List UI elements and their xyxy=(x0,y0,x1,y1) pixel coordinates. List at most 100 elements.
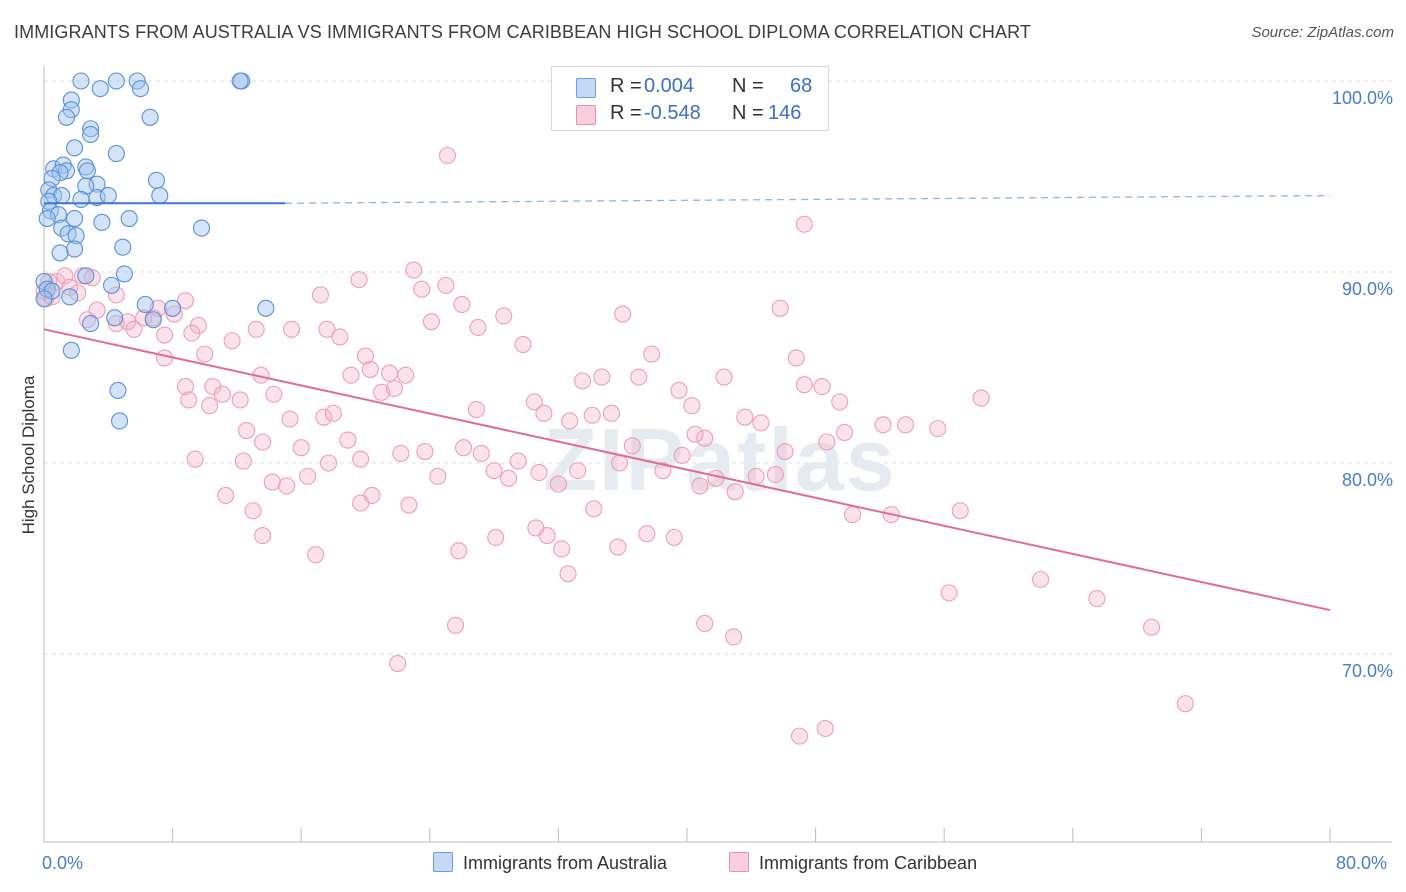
caribbean-point xyxy=(234,452,252,470)
caribbean-point xyxy=(472,444,490,463)
caribbean-point xyxy=(583,406,601,424)
caribbean-point xyxy=(400,496,418,514)
caribbean-point xyxy=(790,727,809,745)
caribbean-point xyxy=(254,527,272,545)
caribbean-point xyxy=(696,429,714,447)
australia-point xyxy=(257,299,275,317)
caribbean-point xyxy=(525,393,543,411)
australia-point xyxy=(106,309,124,327)
australia-point xyxy=(38,209,56,228)
caribbean-point xyxy=(405,261,423,279)
bottom-legend-label: Immigrants from Caribbean xyxy=(759,853,978,873)
caribbean-point xyxy=(686,425,704,443)
australia-point xyxy=(72,72,90,90)
caribbean-point xyxy=(244,502,262,520)
bottom-legend-australia: Immigrants from Australia xyxy=(433,852,667,874)
caribbean-point xyxy=(318,320,336,338)
australia-point xyxy=(77,177,95,195)
caribbean-point xyxy=(726,483,744,501)
watermark: ZIPatlas xyxy=(543,410,896,509)
caribbean-point xyxy=(413,280,431,298)
caribbean-point xyxy=(254,433,272,451)
caribbean-point xyxy=(467,400,485,419)
australia-point xyxy=(51,244,69,262)
caribbean-point xyxy=(125,320,143,338)
australia-point xyxy=(111,412,129,430)
caribbean-point xyxy=(342,366,360,384)
caribbean-point xyxy=(183,324,201,342)
australia-point xyxy=(107,145,125,163)
australia-point xyxy=(65,240,84,258)
caribbean-point xyxy=(553,540,571,558)
caribbean-point xyxy=(818,433,836,451)
caribbean-point xyxy=(771,299,789,317)
caribbean-point xyxy=(602,404,620,422)
y-tick-label: 70.0% xyxy=(1342,661,1393,681)
australia-point xyxy=(115,265,133,283)
caribbean-point xyxy=(715,368,733,386)
caribbean-point xyxy=(752,414,770,432)
australia-point xyxy=(61,288,79,306)
caribbean-point xyxy=(487,528,505,547)
caribbean-point xyxy=(381,364,399,382)
caribbean-point xyxy=(450,542,468,560)
caribbean-point xyxy=(83,269,101,287)
caribbean-point xyxy=(561,412,579,430)
caribbean-point xyxy=(339,431,357,449)
caribbean-point xyxy=(585,500,603,518)
caribbean-point xyxy=(165,305,183,323)
caribbean-point xyxy=(787,349,805,367)
caribbean-point xyxy=(535,404,553,422)
caribbean-point xyxy=(638,525,656,543)
caribbean-point xyxy=(292,439,310,457)
caribbean-point xyxy=(469,318,487,336)
caribbean-point xyxy=(350,271,368,289)
legend-r-value: -0.548 xyxy=(644,102,701,124)
legend-n-value: 146 xyxy=(768,102,802,124)
australia-point xyxy=(164,299,182,317)
caribbean-point xyxy=(397,366,415,384)
y-tick-label: 100.0% xyxy=(1332,88,1393,108)
grid-lines xyxy=(44,80,1392,655)
australia-point xyxy=(192,219,211,237)
caribbean-point xyxy=(500,469,518,487)
caribbean-point xyxy=(509,452,527,470)
x-tick-label-min: 0.0% xyxy=(42,853,84,873)
australia-point xyxy=(72,190,90,208)
caribbean-point xyxy=(265,385,283,403)
caribbean-point xyxy=(609,538,627,556)
australia-point xyxy=(53,219,71,237)
caribbean-point xyxy=(569,462,587,480)
australia-points xyxy=(35,72,275,430)
australia-trend-extension xyxy=(285,194,1331,204)
caribbean-point xyxy=(186,450,204,468)
caribbean-point xyxy=(324,404,342,422)
australia-point xyxy=(77,267,95,285)
australia-point xyxy=(141,108,159,126)
caribbean-point xyxy=(311,286,330,304)
caribbean-point xyxy=(897,416,915,434)
caribbean-point xyxy=(176,292,195,310)
australia-point xyxy=(136,295,154,314)
legend-swatch-caribbean xyxy=(576,105,596,125)
australia-point xyxy=(67,227,85,245)
caribbean-point xyxy=(972,389,990,407)
australia-point xyxy=(144,311,162,329)
legend-swatch-australia xyxy=(576,78,596,98)
caribbean-point xyxy=(446,616,465,634)
caribbean-point xyxy=(356,347,375,365)
australia-point xyxy=(57,108,76,126)
legend-r-label: R = xyxy=(610,102,642,124)
caribbean-point xyxy=(1143,618,1161,636)
caribbean-point xyxy=(307,546,325,564)
legend-n-value: 68 xyxy=(790,75,813,97)
caribbean-point xyxy=(610,454,629,472)
caribbean-point xyxy=(630,368,648,386)
caribbean-point xyxy=(874,416,892,434)
caribbean-point xyxy=(196,345,214,363)
australia-point xyxy=(57,162,76,180)
caribbean-point xyxy=(514,336,532,354)
caribbean-point xyxy=(422,313,440,331)
legend-r-value: 0.004 xyxy=(644,75,695,97)
